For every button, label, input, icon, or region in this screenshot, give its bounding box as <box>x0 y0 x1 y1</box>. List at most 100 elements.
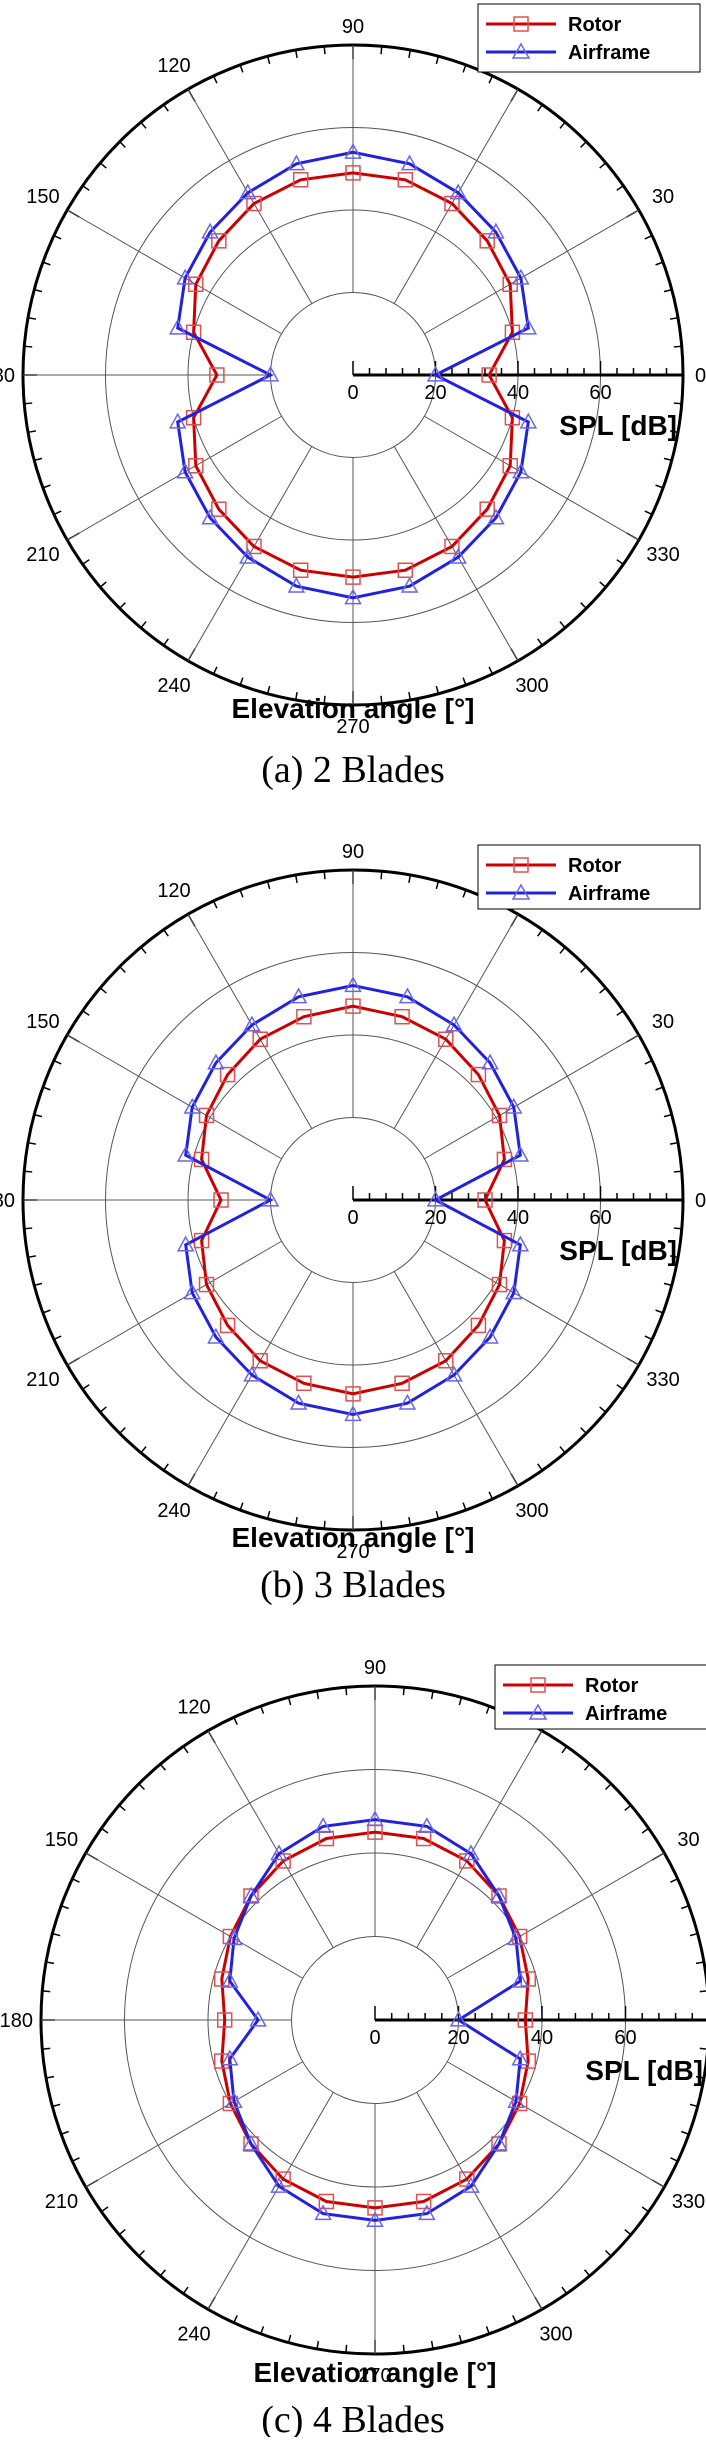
data-point-airframe <box>243 1015 261 1032</box>
outer-tick <box>380 46 383 55</box>
outer-tick <box>681 2130 690 2135</box>
outer-tick <box>42 484 51 489</box>
data-point-airframe <box>242 2134 260 2151</box>
data-point-airframe <box>449 2010 468 2027</box>
outer-tick <box>641 2206 650 2213</box>
outer-tick <box>462 64 467 73</box>
outer-tick <box>402 1687 405 1696</box>
outer-tick <box>345 2344 348 2353</box>
data-point-airframe <box>519 318 538 335</box>
data-point-airframe <box>512 462 530 479</box>
data-point-rotor <box>198 1276 215 1293</box>
data-point-rotor <box>222 2095 239 2112</box>
angle-tick-label: 210 <box>26 1369 59 1391</box>
axis-title: Elevation angle [°] <box>231 693 474 724</box>
spoke-line <box>85 2061 303 2188</box>
legend-label-rotor: Rotor <box>568 855 622 877</box>
outer-tick <box>655 1086 664 1091</box>
outer-tick <box>616 185 624 191</box>
outer-tick <box>644 234 653 240</box>
legend-marker-airframe <box>511 883 531 900</box>
data-point-airframe <box>207 1053 225 1070</box>
outer-tick <box>669 1141 679 1145</box>
legend-label-rotor: Rotor <box>568 14 622 36</box>
angle-tick-label: 120 <box>177 1696 210 1718</box>
radial-tick-label: 0 <box>347 1207 358 1229</box>
outer-tick <box>655 1309 664 1314</box>
outer-tick <box>689 2103 698 2108</box>
outer-tick <box>45 2075 55 2079</box>
data-point-airframe <box>512 268 530 285</box>
data-point-rotor <box>216 2012 233 2028</box>
outer-tick <box>239 64 244 73</box>
data-point-rotor <box>397 172 414 188</box>
data-point-rotor <box>470 1317 487 1334</box>
series-line-rotor <box>200 1004 506 1396</box>
outer-tick <box>212 666 218 675</box>
data-point-airframe <box>519 412 538 429</box>
spoke-line <box>416 1730 543 1948</box>
series-line-airframe <box>176 150 530 600</box>
outer-tick <box>485 1705 490 1714</box>
outer-tick <box>294 1516 298 1526</box>
outer-tick <box>42 1309 51 1314</box>
outer-tick <box>119 141 126 148</box>
outer-tick <box>27 430 37 434</box>
outer-tick <box>42 2047 51 2050</box>
outer-tick <box>34 1113 43 1118</box>
outer-tick <box>669 430 679 434</box>
data-point-rotor <box>477 1192 493 1208</box>
outer-tick <box>580 1427 587 1434</box>
figure-caption: (c) 4 Blades <box>261 2399 445 2437</box>
radial-tick-label: 20 <box>424 382 446 404</box>
outer-tick <box>266 1510 271 1519</box>
outer-tick <box>316 2340 320 2350</box>
legend-marker-rotor <box>530 1677 546 1693</box>
outer-tick <box>99 162 107 169</box>
data-point-rotor <box>415 1830 432 1847</box>
outer-tick <box>82 1010 90 1016</box>
data-point-airframe <box>183 1283 202 1300</box>
data-point-airframe <box>462 1844 480 1861</box>
outer-tick <box>599 987 607 994</box>
outer-tick <box>323 46 326 55</box>
legend: Rotor Airframe <box>494 1664 706 1730</box>
angle-tick-label: 240 <box>157 675 190 697</box>
outer-tick <box>655 484 664 489</box>
outer-tick <box>435 56 440 65</box>
outer-tick <box>408 1516 412 1526</box>
outer-tick <box>260 1705 265 1714</box>
outer-tick <box>294 874 298 884</box>
data-point-airframe <box>490 1886 508 1903</box>
legend-label-airframe: Airframe <box>568 883 650 905</box>
outer-tick <box>53 234 62 240</box>
data-point-rotor <box>491 1276 508 1293</box>
data-point-rotor <box>394 1008 410 1025</box>
outer-tick <box>140 621 147 629</box>
outer-tick <box>673 345 682 348</box>
angle-tick-label: 300 <box>539 2324 572 2346</box>
legend-box <box>477 3 701 73</box>
data-point-airframe <box>261 1190 280 1207</box>
outer-tick <box>670 2157 679 2162</box>
outer-tick <box>537 104 543 112</box>
data-point-airframe <box>507 1929 525 1946</box>
outer-tick <box>53 510 62 516</box>
outer-tick <box>45 1961 55 1965</box>
outer-tick <box>488 1491 494 1500</box>
outer-tick <box>624 1804 632 1812</box>
data-point-rotor <box>479 233 495 249</box>
spoke-line <box>416 2092 543 2310</box>
data-point-rotor <box>213 1192 229 1208</box>
outer-tick <box>380 1520 383 1529</box>
outer-tick <box>60 2130 69 2135</box>
angle-tick-label: 240 <box>157 1500 190 1522</box>
outer-tick <box>239 1502 244 1511</box>
outer-tick <box>100 1827 109 1834</box>
axis-title: Elevation angle [°] <box>231 1522 474 1553</box>
data-point-airframe <box>487 508 505 525</box>
data-point-rotor <box>211 233 227 249</box>
angle-tick-label: 270 <box>358 2365 391 2387</box>
outer-tick <box>42 1990 51 1993</box>
outer-tick <box>559 1446 566 1454</box>
